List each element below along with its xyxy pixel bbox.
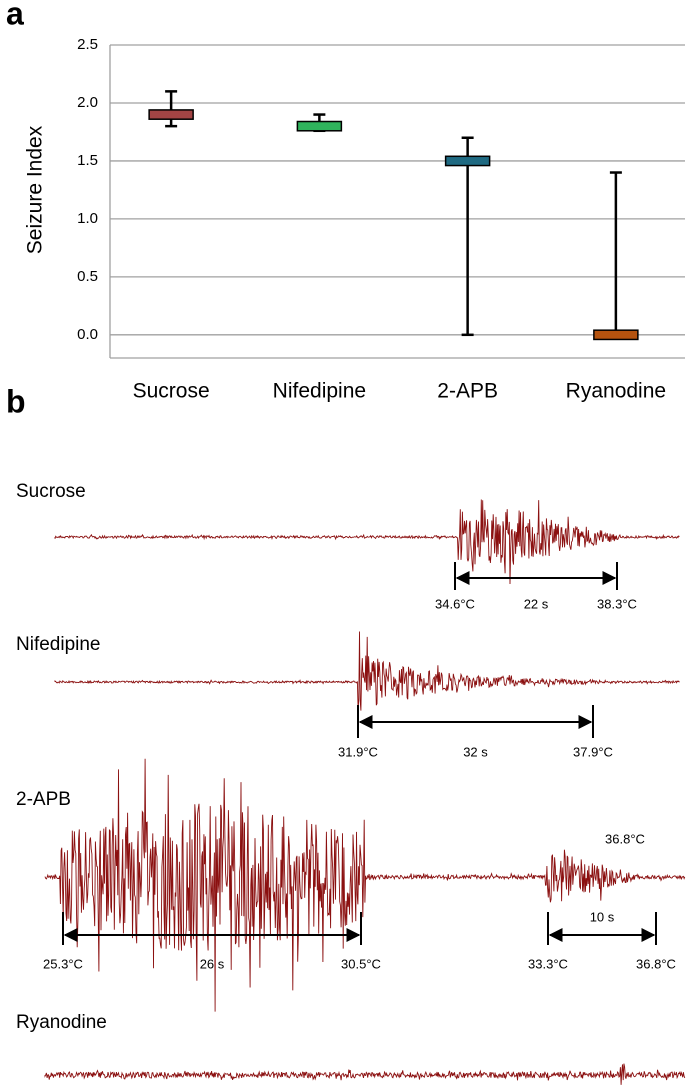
y-axis-label: Seizure Index xyxy=(24,125,47,254)
trace xyxy=(44,1063,686,1085)
box xyxy=(148,109,194,120)
duration: 10 s xyxy=(590,909,615,924)
duration: 22 s xyxy=(524,596,549,611)
x-tick-label: Ryanodine xyxy=(566,380,666,403)
start-temp: 34.6°C xyxy=(435,596,475,611)
x-tick-label: Nifedipine xyxy=(273,380,366,403)
y-tick-label: 2.0 xyxy=(77,94,98,111)
start-temp: 31.9°C xyxy=(338,744,378,759)
box xyxy=(296,120,343,132)
start-temp: 33.3°C xyxy=(528,956,568,971)
start-temp: 25.3°C xyxy=(43,956,83,971)
box xyxy=(444,155,491,167)
annotation: 36.8°C xyxy=(605,831,645,846)
end-temp: 36.8°C xyxy=(636,956,676,971)
duration: 32 s xyxy=(463,744,488,759)
trace xyxy=(44,758,686,1012)
x-tick-label: Sucrose xyxy=(133,380,210,403)
duration: 26 s xyxy=(200,956,225,971)
trace-name: 2-APB xyxy=(16,789,71,810)
x-tick-label: 2-APB xyxy=(437,380,498,403)
panel-label: a xyxy=(6,0,24,31)
trace xyxy=(54,499,680,585)
end-temp: 37.9°C xyxy=(573,744,613,759)
y-tick-label: 2.5 xyxy=(77,36,98,53)
end-temp: 30.5°C xyxy=(341,956,381,971)
y-tick-label: 0.0 xyxy=(77,326,98,343)
trace-name: Ryanodine xyxy=(16,1012,107,1033)
y-tick-label: 1.5 xyxy=(77,152,98,169)
trace xyxy=(54,631,680,711)
box xyxy=(593,329,639,341)
trace-name: Sucrose xyxy=(16,481,86,502)
end-temp: 38.3°C xyxy=(597,596,637,611)
trace-name: Nifedipine xyxy=(16,634,101,655)
panel-label: b xyxy=(6,383,26,419)
y-tick-label: 1.0 xyxy=(77,210,98,227)
y-tick-label: 0.5 xyxy=(77,268,98,285)
